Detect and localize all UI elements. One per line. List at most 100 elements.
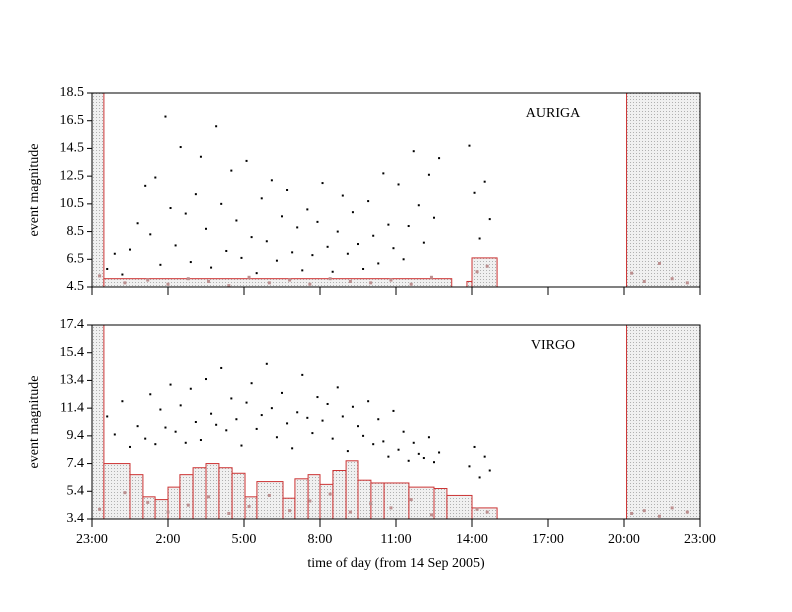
event	[194, 193, 197, 196]
threshold-step	[154, 499, 169, 520]
event	[321, 419, 324, 422]
y-axis-label: event magnitude	[27, 144, 42, 237]
event	[270, 179, 273, 182]
y-tick-label: 8.5	[67, 224, 85, 239]
sub-threshold-event	[389, 278, 393, 282]
event	[372, 443, 375, 446]
event	[417, 204, 420, 207]
event	[184, 212, 187, 215]
event	[341, 415, 344, 418]
x-tick-label: 23:00	[76, 532, 108, 547]
threshold-step	[244, 496, 258, 520]
threshold-step	[307, 474, 321, 520]
event	[407, 459, 410, 462]
event	[468, 465, 471, 468]
sub-threshold-event	[630, 511, 634, 515]
event	[301, 269, 304, 272]
event	[392, 409, 395, 412]
panel-title: AURIGA	[526, 106, 581, 121]
threshold-step	[332, 470, 347, 520]
event	[407, 225, 410, 228]
sub-threshold-event	[247, 275, 251, 279]
sub-threshold-event	[409, 282, 413, 286]
event	[382, 440, 385, 443]
event	[164, 426, 167, 429]
event	[331, 437, 334, 440]
event	[296, 411, 299, 414]
event	[316, 220, 319, 223]
event	[149, 233, 152, 236]
y-tick-label: 5.4	[67, 484, 85, 499]
y-tick-label: 17.4	[60, 317, 85, 332]
event	[367, 400, 370, 403]
event	[169, 383, 172, 386]
event	[341, 194, 344, 197]
event	[291, 447, 294, 450]
event	[372, 234, 375, 237]
event	[483, 180, 486, 183]
event	[159, 408, 162, 411]
event	[286, 422, 289, 425]
event	[351, 211, 354, 214]
threshold-step	[282, 497, 296, 520]
event	[174, 244, 177, 247]
event	[473, 191, 476, 194]
sub-threshold-event	[98, 507, 102, 511]
event	[397, 448, 400, 451]
x-tick-label: 8:00	[308, 532, 333, 547]
event	[488, 469, 491, 472]
sub-threshold-event	[247, 505, 251, 509]
threshold-step	[433, 488, 448, 520]
sub-threshold-event	[657, 514, 661, 518]
y-axis-label: event magnitude	[27, 376, 42, 469]
event	[336, 386, 339, 389]
event	[215, 423, 218, 426]
event	[210, 412, 213, 415]
event	[205, 227, 207, 230]
event	[159, 263, 162, 266]
sub-threshold-event	[389, 506, 393, 510]
event	[412, 441, 415, 444]
event	[220, 202, 223, 205]
event	[357, 243, 359, 246]
event	[136, 222, 139, 225]
event	[199, 155, 202, 158]
plot-frame	[91, 92, 701, 288]
dead-time	[91, 92, 105, 288]
sub-threshold-event	[288, 278, 292, 282]
sub-threshold-event	[123, 281, 127, 285]
event	[275, 259, 278, 262]
event	[427, 436, 430, 439]
event	[427, 173, 430, 176]
event	[210, 266, 213, 269]
event	[179, 146, 182, 149]
event	[230, 397, 233, 400]
event	[260, 197, 263, 200]
event	[422, 457, 425, 460]
threshold-step	[256, 481, 284, 520]
sub-threshold-event	[642, 509, 646, 513]
event	[301, 373, 304, 376]
event	[281, 215, 283, 218]
event	[113, 252, 116, 255]
event	[174, 430, 177, 433]
threshold-step	[383, 482, 410, 520]
event	[144, 184, 147, 187]
x-tick-label: 20:00	[608, 532, 640, 547]
y-tick-label: 7.4	[67, 456, 85, 471]
sub-threshold-event	[308, 499, 312, 503]
event	[144, 437, 147, 440]
event	[433, 216, 435, 219]
event	[240, 444, 243, 447]
event	[357, 425, 359, 428]
event	[422, 241, 425, 244]
event	[179, 404, 182, 407]
threshold-step	[446, 494, 473, 520]
event	[255, 272, 258, 275]
y-tick-label: 10.5	[60, 196, 85, 211]
event	[412, 150, 415, 153]
sub-threshold-event	[186, 503, 190, 507]
event	[367, 200, 370, 203]
sub-threshold-event	[288, 509, 292, 513]
